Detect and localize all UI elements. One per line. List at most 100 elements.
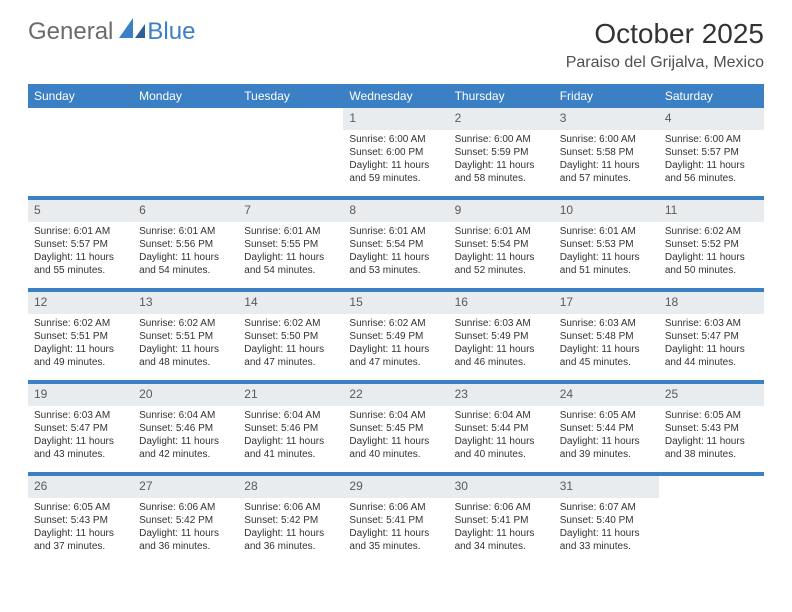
sunrise-line: Sunrise: 6:01 AM <box>244 225 337 238</box>
sunset-line: Sunset: 5:44 PM <box>455 422 548 435</box>
calendar-cell: 25 Sunrise: 6:05 AMSunset: 5:43 PMDayligh… <box>659 384 764 472</box>
sunrise-line: Sunrise: 6:01 AM <box>455 225 548 238</box>
day-number: 23 <box>449 384 554 406</box>
sunset-line: Sunset: 6:00 PM <box>349 146 442 159</box>
sunset-line: Sunset: 5:50 PM <box>244 330 337 343</box>
sunset-line: Sunset: 5:47 PM <box>665 330 758 343</box>
sunset-line: Sunset: 5:42 PM <box>244 514 337 527</box>
day-body: Sunrise: 6:04 AMSunset: 5:46 PMDaylight:… <box>133 406 238 467</box>
daylight-line: Daylight: 11 hours and 41 minutes. <box>244 435 337 461</box>
sunset-line: Sunset: 5:49 PM <box>455 330 548 343</box>
calendar-cell: 24Sunrise: 6:05 AMSunset: 5:44 PMDayligh… <box>554 384 659 472</box>
sunset-line: Sunset: 5:55 PM <box>244 238 337 251</box>
day-number: 7 <box>238 200 343 222</box>
day-number: 30 <box>449 476 554 498</box>
day-number: 20 <box>133 384 238 406</box>
sunrise-line: Sunrise: 6:05 AM <box>34 501 127 514</box>
sunrise-line: Sunrise: 6:05 AM <box>665 409 758 422</box>
daylight-line: Daylight: 11 hours and 56 minutes. <box>665 159 758 185</box>
calendar-cell: 5Sunrise: 6:01 AMSunset: 5:57 PMDaylight… <box>28 200 133 288</box>
day-body: Sunrise: 6:06 AMSunset: 5:41 PMDaylight:… <box>449 498 554 559</box>
day-number: 9 <box>449 200 554 222</box>
calendar-table: SundayMondayTuesdayWednesdayThursdayFrid… <box>28 84 764 564</box>
calendar-cell: 13Sunrise: 6:02 AMSunset: 5:51 PMDayligh… <box>133 292 238 380</box>
daylight-line: Daylight: 11 hours and 37 minutes. <box>34 527 127 553</box>
calendar-cell: 27Sunrise: 6:06 AMSunset: 5:42 PMDayligh… <box>133 476 238 564</box>
daylight-line: Daylight: 11 hours and 35 minutes. <box>349 527 442 553</box>
day-body: Sunrise: 6:02 AMSunset: 5:50 PMDaylight:… <box>238 314 343 375</box>
logo-text-blue: Blue <box>147 18 195 46</box>
calendar-cell: 23Sunrise: 6:04 AMSunset: 5:44 PMDayligh… <box>449 384 554 472</box>
day-number: 11 <box>659 200 764 222</box>
sunset-line: Sunset: 5:46 PM <box>244 422 337 435</box>
sunset-line: Sunset: 5:42 PM <box>139 514 232 527</box>
daylight-line: Daylight: 11 hours and 45 minutes. <box>560 343 653 369</box>
day-body: Sunrise: 6:00 AMSunset: 5:59 PMDaylight:… <box>449 130 554 191</box>
sunset-line: Sunset: 5:59 PM <box>455 146 548 159</box>
calendar-cell: 7Sunrise: 6:01 AMSunset: 5:55 PMDaylight… <box>238 200 343 288</box>
day-number: 13 <box>133 292 238 314</box>
calendar-cell: 28Sunrise: 6:06 AMSunset: 5:42 PMDayligh… <box>238 476 343 564</box>
day-number: 25 <box>659 384 764 406</box>
day-body: Sunrise: 6:06 AMSunset: 5:41 PMDaylight:… <box>343 498 448 559</box>
calendar-cell: 19Sunrise: 6:03 AMSunset: 5:47 PMDayligh… <box>28 384 133 472</box>
day-number: 24 <box>554 384 659 406</box>
sunset-line: Sunset: 5:41 PM <box>455 514 548 527</box>
calendar-cell <box>659 476 764 564</box>
sunrise-line: Sunrise: 6:01 AM <box>560 225 653 238</box>
daylight-line: Daylight: 11 hours and 58 minutes. <box>455 159 548 185</box>
day-body: Sunrise: 6:06 AMSunset: 5:42 PMDaylight:… <box>133 498 238 559</box>
daylight-line: Daylight: 11 hours and 42 minutes. <box>139 435 232 461</box>
sunset-line: Sunset: 5:53 PM <box>560 238 653 251</box>
calendar-cell <box>28 108 133 196</box>
daylight-line: Daylight: 11 hours and 49 minutes. <box>34 343 127 369</box>
calendar-cell: 16Sunrise: 6:03 AMSunset: 5:49 PMDayligh… <box>449 292 554 380</box>
day-number: 12 <box>28 292 133 314</box>
weekday-header: Monday <box>133 84 238 108</box>
daylight-line: Daylight: 11 hours and 38 minutes. <box>665 435 758 461</box>
calendar-cell: 3Sunrise: 6:00 AMSunset: 5:58 PMDaylight… <box>554 108 659 196</box>
day-body: Sunrise: 6:06 AMSunset: 5:42 PMDaylight:… <box>238 498 343 559</box>
sunset-line: Sunset: 5:45 PM <box>349 422 442 435</box>
calendar-cell: 2Sunrise: 6:00 AMSunset: 5:59 PMDaylight… <box>449 108 554 196</box>
calendar-cell: 11Sunrise: 6:02 AMSunset: 5:52 PMDayligh… <box>659 200 764 288</box>
calendar-row: 19Sunrise: 6:03 AMSunset: 5:47 PMDayligh… <box>28 384 764 472</box>
weekday-header: Thursday <box>449 84 554 108</box>
day-body: Sunrise: 6:00 AMSunset: 5:57 PMDaylight:… <box>659 130 764 191</box>
sunset-line: Sunset: 5:58 PM <box>560 146 653 159</box>
day-body: Sunrise: 6:01 AMSunset: 5:56 PMDaylight:… <box>133 222 238 283</box>
day-body: Sunrise: 6:00 AMSunset: 6:00 PMDaylight:… <box>343 130 448 191</box>
day-number: 16 <box>449 292 554 314</box>
logo-text-general: General <box>28 18 113 46</box>
sunrise-line: Sunrise: 6:00 AM <box>560 133 653 146</box>
sunset-line: Sunset: 5:49 PM <box>349 330 442 343</box>
sunset-line: Sunset: 5:51 PM <box>34 330 127 343</box>
daylight-line: Daylight: 11 hours and 44 minutes. <box>665 343 758 369</box>
daylight-line: Daylight: 11 hours and 40 minutes. <box>455 435 548 461</box>
calendar-cell: 14Sunrise: 6:02 AMSunset: 5:50 PMDayligh… <box>238 292 343 380</box>
calendar-cell <box>133 108 238 196</box>
calendar-cell: 10Sunrise: 6:01 AMSunset: 5:53 PMDayligh… <box>554 200 659 288</box>
calendar-cell: 29Sunrise: 6:06 AMSunset: 5:41 PMDayligh… <box>343 476 448 564</box>
daylight-line: Daylight: 11 hours and 59 minutes. <box>349 159 442 185</box>
sunset-line: Sunset: 5:43 PM <box>665 422 758 435</box>
sunrise-line: Sunrise: 6:06 AM <box>139 501 232 514</box>
title-month: October 2025 <box>566 18 764 50</box>
calendar-row: 1Sunrise: 6:00 AMSunset: 6:00 PMDaylight… <box>28 108 764 196</box>
daylight-line: Daylight: 11 hours and 54 minutes. <box>139 251 232 277</box>
calendar-row: 12Sunrise: 6:02 AMSunset: 5:51 PMDayligh… <box>28 292 764 380</box>
sunrise-line: Sunrise: 6:00 AM <box>665 133 758 146</box>
day-body: Sunrise: 6:05 AMSunset: 5:44 PMDaylight:… <box>554 406 659 467</box>
day-body: Sunrise: 6:03 AMSunset: 5:47 PMDaylight:… <box>28 406 133 467</box>
sunset-line: Sunset: 5:41 PM <box>349 514 442 527</box>
daylight-line: Daylight: 11 hours and 34 minutes. <box>455 527 548 553</box>
calendar-cell: 18Sunrise: 6:03 AMSunset: 5:47 PMDayligh… <box>659 292 764 380</box>
sunrise-line: Sunrise: 6:06 AM <box>349 501 442 514</box>
day-body: Sunrise: 6:03 AMSunset: 5:49 PMDaylight:… <box>449 314 554 375</box>
day-number: 4 <box>659 108 764 130</box>
day-body: Sunrise: 6:01 AMSunset: 5:54 PMDaylight:… <box>449 222 554 283</box>
calendar-cell <box>238 108 343 196</box>
sunrise-line: Sunrise: 6:04 AM <box>244 409 337 422</box>
sunset-line: Sunset: 5:44 PM <box>560 422 653 435</box>
calendar-row: 5Sunrise: 6:01 AMSunset: 5:57 PMDaylight… <box>28 200 764 288</box>
